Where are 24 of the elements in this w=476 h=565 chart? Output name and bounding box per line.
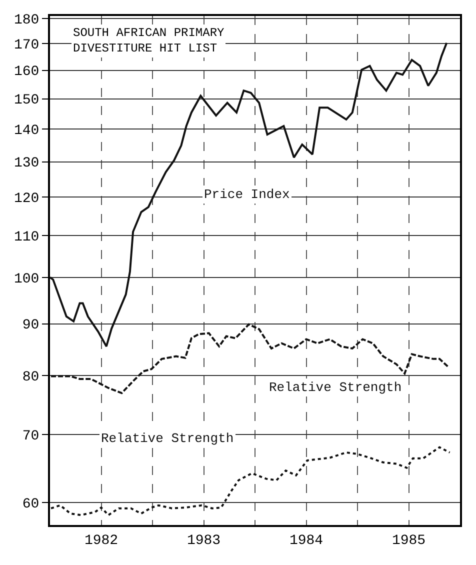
y-tick-label: 140 bbox=[14, 123, 40, 140]
series-label: Relative Strength bbox=[269, 380, 402, 395]
x-tick-label: 1984 bbox=[289, 532, 324, 549]
text: SOUTH AFRICAN PRIMARY DIVESTITURE HIT LIST bbox=[73, 26, 224, 56]
y-tick-label: 100 bbox=[14, 271, 40, 288]
text: Price Index bbox=[204, 187, 290, 202]
y-tick-label: 60 bbox=[22, 496, 40, 512]
line-series bbox=[50, 323, 449, 394]
y-tick-label: 160 bbox=[14, 64, 40, 80]
y-tick-label: 170 bbox=[14, 38, 40, 54]
text: Relative Strength bbox=[101, 431, 234, 446]
x-tick-label: 1983 bbox=[186, 532, 221, 549]
line-series bbox=[50, 42, 448, 348]
x-tick-label: 1982 bbox=[84, 532, 118, 549]
x-tick-label: 1985 bbox=[392, 532, 426, 549]
y-tick-label: 110 bbox=[14, 229, 40, 246]
y-tick-label: 180 bbox=[14, 12, 40, 28]
y-tick-label: 130 bbox=[14, 156, 40, 172]
y-tick-label: 120 bbox=[14, 190, 40, 207]
y-tick-label: 70 bbox=[22, 428, 40, 444]
line-series bbox=[50, 446, 451, 516]
y-tick-label: 150 bbox=[14, 92, 40, 109]
y-tick-label: 90 bbox=[22, 318, 40, 334]
y-tick-label: 80 bbox=[22, 370, 40, 386]
